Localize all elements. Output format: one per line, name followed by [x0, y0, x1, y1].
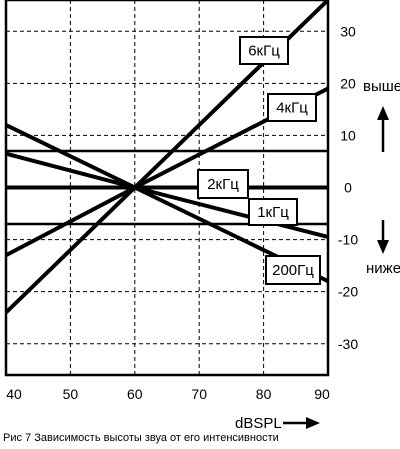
series-label-200Гц: 200Гц — [265, 255, 321, 285]
y-tick-label: 30 — [340, 23, 356, 39]
series-label-6кГц: 6кГц — [239, 36, 289, 65]
down-label: ниже — [366, 260, 400, 277]
y-tick-label: -10 — [338, 232, 358, 248]
y-tick-labels: 30 20 10 0 -10 -20 -30 — [338, 23, 358, 352]
series-line-200Гц — [6, 123, 328, 284]
x-tick-label: 60 — [127, 386, 143, 402]
series-label-text: 4кГц — [276, 100, 308, 117]
right-arrow-icon — [283, 417, 320, 429]
series-label-text: 200Гц — [272, 262, 314, 279]
series-labels: 6кГц 4кГц 2кГц 1кГц 200Гц — [197, 36, 321, 285]
x-tick-label: 70 — [191, 386, 207, 402]
y-tick-label: 20 — [340, 75, 356, 91]
figure-caption: Рис 7 Зависимость высоты звуа от его инт… — [3, 432, 279, 444]
series-label-text: 2кГц — [207, 176, 239, 193]
x-tick-label: 80 — [256, 386, 272, 402]
x-tick-label: 90 — [314, 386, 330, 402]
y-tick-label: -20 — [338, 284, 358, 300]
series-label-2кГц: 2кГц — [197, 169, 249, 199]
series-lines — [6, 0, 328, 314]
y-tick-label: 0 — [344, 180, 352, 196]
x-tick-labels: 40 50 60 70 80 90 — [6, 386, 330, 402]
series-label-text: 1кГц — [257, 204, 289, 221]
x-tick-label: 50 — [63, 386, 79, 402]
down-arrow-icon — [377, 220, 389, 254]
x-tick-label: 40 — [6, 386, 22, 402]
x-axis-label: dBSPL — [235, 415, 282, 432]
up-arrow-icon — [377, 106, 389, 152]
series-label-4кГц: 4кГц — [267, 93, 317, 122]
series-label-1кГц: 1кГц — [248, 198, 298, 226]
y-tick-label: 10 — [340, 127, 356, 143]
up-label: выше — [363, 78, 400, 95]
series-label-text: 6кГц — [248, 43, 280, 60]
y-tick-label: -30 — [338, 336, 358, 352]
